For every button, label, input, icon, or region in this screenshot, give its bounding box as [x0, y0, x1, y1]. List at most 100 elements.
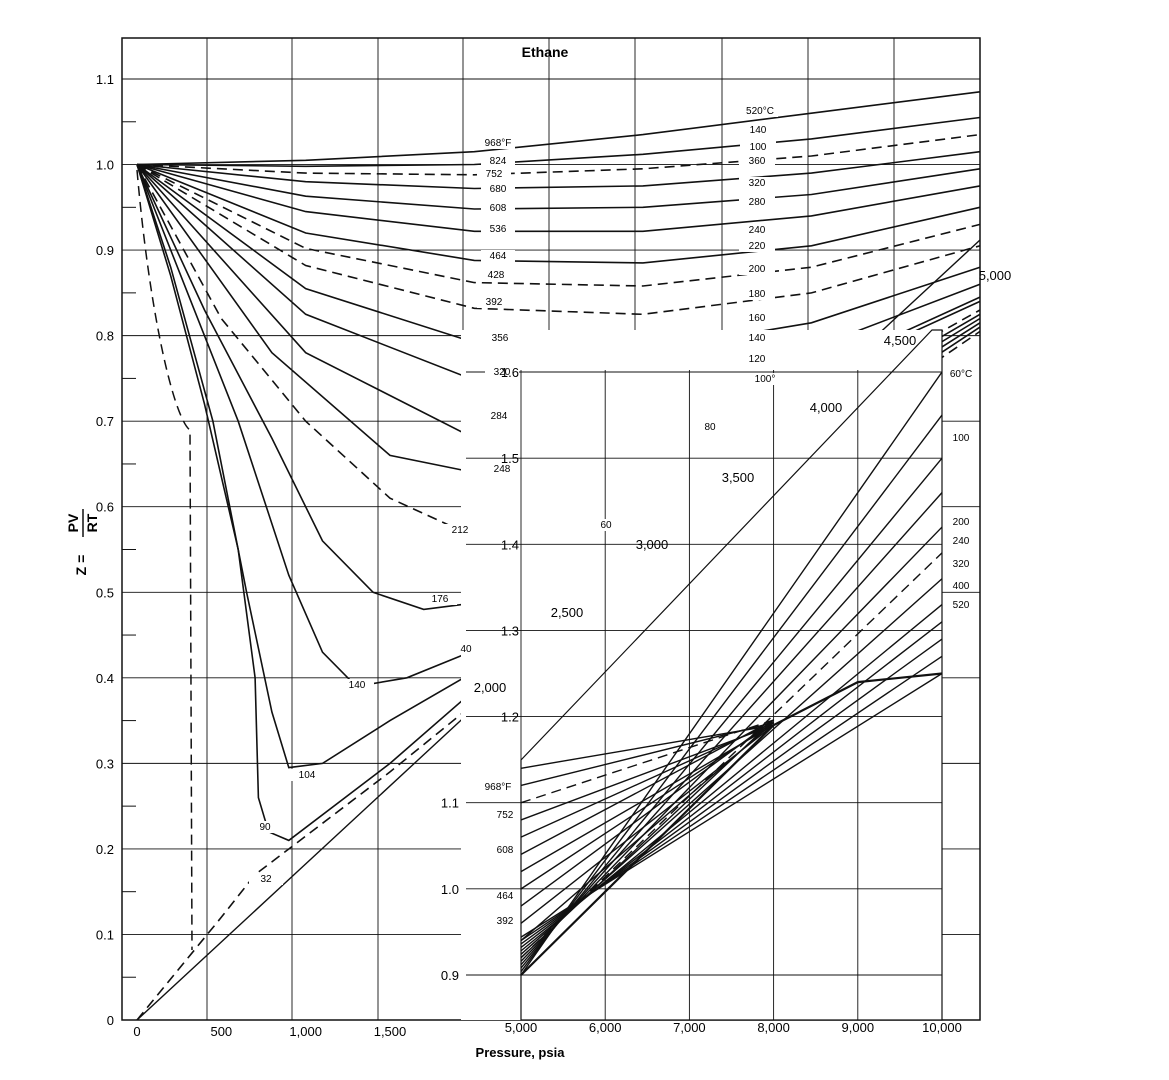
inset-right-label: 400 — [953, 581, 970, 592]
inset-right-label: 320 — [953, 559, 970, 570]
y-tick-label: 0.3 — [96, 756, 114, 771]
curve-label-bg — [739, 240, 775, 252]
curve-label-bg — [739, 353, 775, 365]
curve-label-bg — [692, 421, 728, 433]
curve-label: 104 — [299, 770, 316, 781]
right-curve-label: 180 — [749, 289, 766, 300]
diagonal-pressure-label: 2,000 — [474, 680, 507, 695]
right-curve-label: 80 — [704, 422, 716, 433]
curve-label-bg — [742, 105, 778, 117]
inset-right-label: 60°C — [950, 369, 972, 380]
y-tick-label: 0.6 — [96, 500, 114, 515]
inset-y-tick-label: 1.0 — [441, 882, 459, 897]
inset-panel — [461, 329, 943, 1021]
y-axis-label-prefix: Z = — [73, 555, 89, 576]
curve-label-bg — [248, 821, 282, 833]
inset-left-label: 392 — [497, 916, 514, 927]
curve-label: 392 — [486, 297, 503, 308]
inset-right-label: 240 — [953, 536, 970, 547]
curve-label-bg — [747, 373, 783, 385]
inset-series-line — [520, 414, 943, 972]
x-tick-label: 0 — [133, 1024, 140, 1039]
diagonal-pressure-label: 5,000 — [979, 268, 1012, 283]
chart-title: Ethane — [522, 44, 569, 60]
inset-series-line — [520, 719, 775, 907]
x-tick-label: 1,500 — [374, 1024, 407, 1039]
series-line — [136, 116, 981, 168]
y-tick-label: 0.7 — [96, 414, 114, 429]
series-line — [136, 163, 981, 316]
right-curve-label: 520°C — [746, 106, 774, 117]
curve-label: 90 — [259, 822, 271, 833]
inset-y-tick-label: 1.4 — [501, 537, 519, 552]
right-curve-label: 220 — [749, 241, 766, 252]
y-tick-label: 0.4 — [96, 671, 114, 686]
curve-label: 968°F — [485, 138, 512, 149]
curve-label-bg — [481, 223, 515, 235]
curve-label-bg — [448, 643, 484, 655]
right-curve-label: 140 — [749, 333, 766, 344]
right-curve-label: 360 — [749, 156, 766, 167]
inset-y-tick-label: 1.2 — [501, 710, 519, 725]
curve-label-bg — [739, 263, 775, 275]
inset-left-label: 608 — [497, 845, 514, 856]
x-tick-label: 1,000 — [289, 1024, 322, 1039]
curve-label-bg — [740, 141, 776, 153]
curve-label-bg — [477, 296, 511, 308]
inset-series-line — [520, 721, 774, 787]
series-line — [136, 163, 981, 287]
y-axis-label-numerator: PV — [65, 513, 81, 532]
saturation-envelope — [136, 169, 193, 951]
curve-label-bg — [481, 250, 515, 262]
y-tick-label: 0.5 — [96, 585, 114, 600]
diagonal-pressure-label: 2,500 — [551, 605, 584, 620]
curve-label-bg — [739, 332, 775, 344]
curve-label: 248 — [494, 464, 511, 475]
curve-label-bg — [739, 288, 775, 300]
y-tick-label: 1.0 — [96, 158, 114, 173]
curve-label: 32 — [260, 874, 272, 885]
series-line — [136, 91, 981, 166]
inset-y-tick-label: 0.9 — [441, 968, 459, 983]
curve-label-bg — [739, 177, 775, 189]
curve-label: 536 — [490, 224, 507, 235]
curve-label-bg — [479, 269, 513, 281]
curve-label-bg — [340, 679, 374, 691]
curve-label: 212 — [452, 525, 469, 536]
inset-envelope — [520, 672, 943, 976]
inset-left-label: 968°F — [485, 782, 512, 793]
curve-label: 752 — [486, 169, 503, 180]
inset-right-label: 520 — [953, 600, 970, 611]
y-axis-label-denominator: RT — [84, 513, 100, 532]
curve-label-bg — [443, 524, 477, 536]
diagonal-pressure-label: 3,000 — [636, 537, 669, 552]
inset-x-tick-label: 9,000 — [842, 1020, 875, 1035]
curve-label-bg — [481, 202, 515, 214]
inset-series-line — [520, 719, 774, 856]
curve-label-bg — [477, 168, 511, 180]
series-line — [136, 163, 981, 233]
curve-label-bg — [739, 312, 775, 324]
curve-label-bg — [485, 366, 519, 378]
diagonal-pressure-label: 4,000 — [810, 400, 843, 415]
inset-series-line — [520, 552, 943, 959]
curve-label-bg — [249, 873, 283, 885]
x-axis-label: Pressure, psia — [476, 1045, 566, 1060]
curve-label: 824 — [490, 156, 507, 167]
series-line — [136, 133, 981, 176]
right-curve-label: 100 — [750, 142, 767, 153]
y-tick-label: 0 — [107, 1013, 114, 1028]
y-tick-label: 0.2 — [96, 842, 114, 857]
curve-label-bg — [739, 155, 775, 167]
inset-y-tick-label: 1.5 — [501, 451, 519, 466]
curve-label-bg — [481, 155, 515, 167]
inset-series-line — [520, 719, 774, 804]
labels: 0 0.1 0.2 0.3 0.4 0.5 0.6 0.7 0.8 0.9 1.0 1.1 0 500 1,… — [96, 72, 1011, 1039]
curve-label: 464 — [490, 251, 507, 262]
inset-y-tick-label: 1.1 — [441, 796, 459, 811]
curve-label-bg — [739, 224, 775, 236]
curve-label-bg — [485, 463, 519, 475]
inset-series-line — [520, 672, 943, 938]
inset-x-tick-label: 10,000 — [922, 1020, 962, 1035]
